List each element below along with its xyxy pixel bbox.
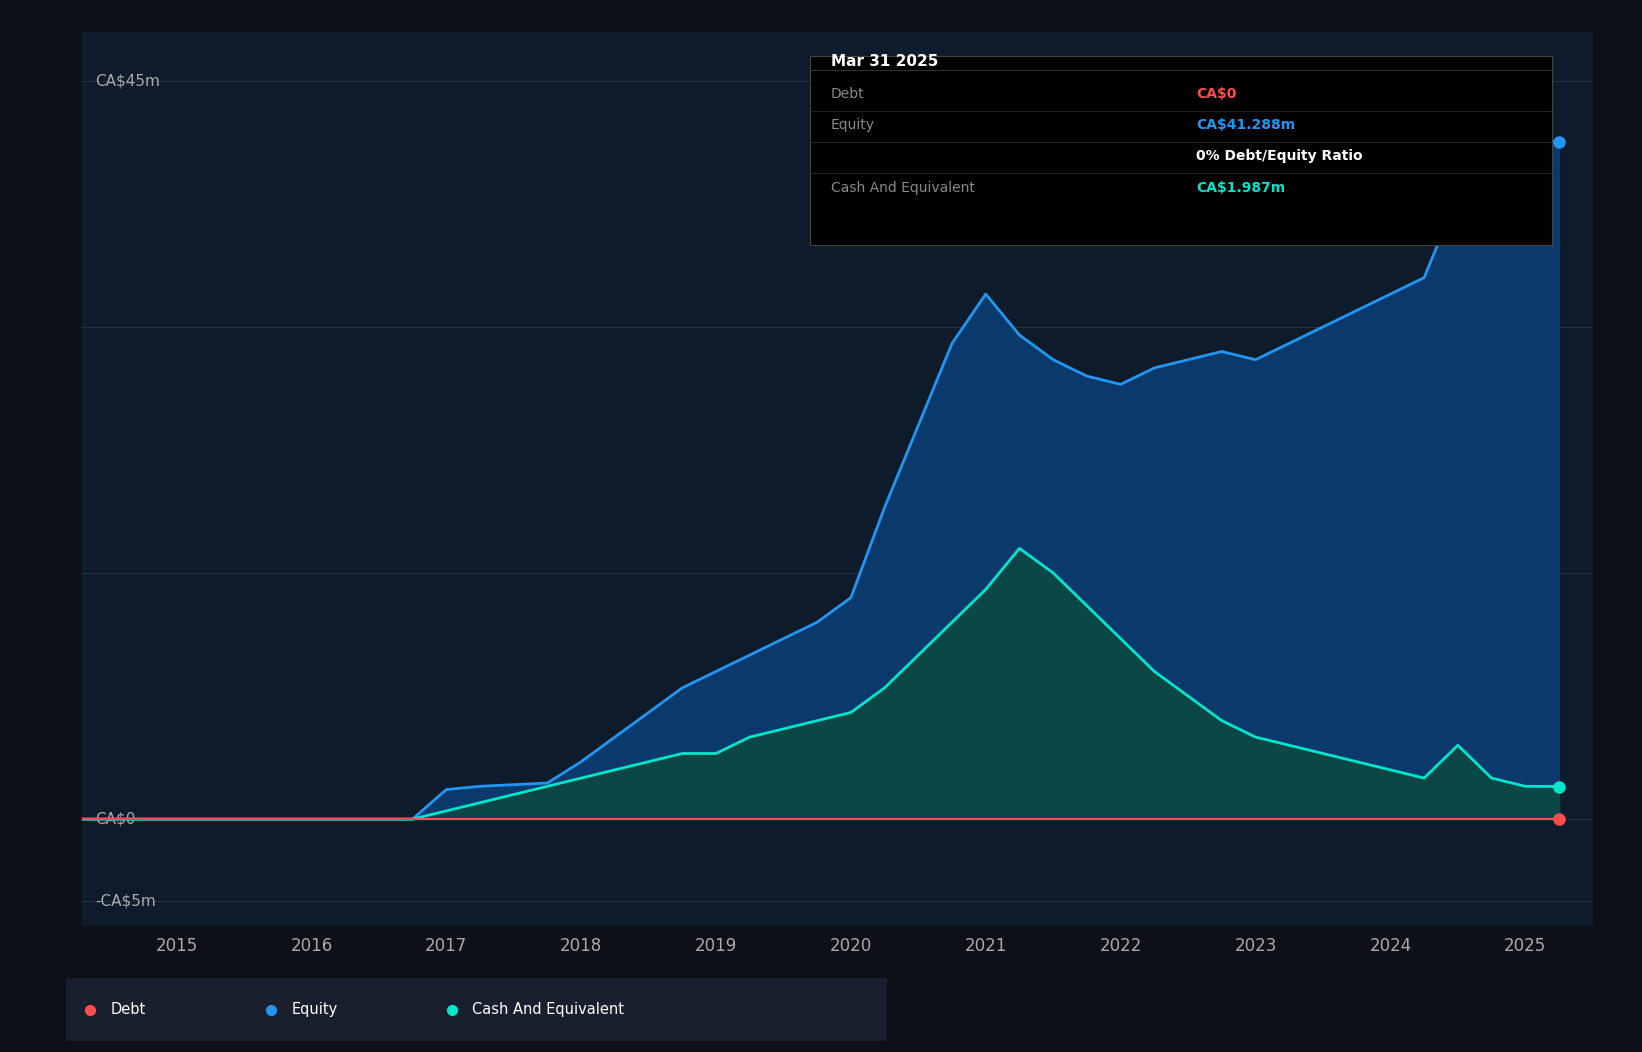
Text: Equity: Equity — [292, 1003, 338, 1017]
Text: CA$41.288m: CA$41.288m — [1195, 118, 1296, 133]
Text: CA$45m: CA$45m — [95, 74, 161, 88]
Text: -CA$5m: -CA$5m — [95, 893, 156, 909]
Text: Cash And Equivalent: Cash And Equivalent — [831, 181, 975, 195]
Text: Mar 31 2025: Mar 31 2025 — [831, 54, 938, 69]
Text: 0% Debt/Equity Ratio: 0% Debt/Equity Ratio — [1195, 149, 1363, 163]
Text: Debt: Debt — [831, 87, 864, 101]
Text: Cash And Equivalent: Cash And Equivalent — [473, 1003, 624, 1017]
Text: CA$0: CA$0 — [95, 811, 136, 827]
Text: Equity: Equity — [831, 118, 875, 133]
Text: CA$1.987m: CA$1.987m — [1195, 181, 1286, 195]
Text: Debt: Debt — [112, 1003, 146, 1017]
FancyBboxPatch shape — [811, 56, 1552, 245]
Text: CA$0: CA$0 — [1195, 87, 1236, 101]
